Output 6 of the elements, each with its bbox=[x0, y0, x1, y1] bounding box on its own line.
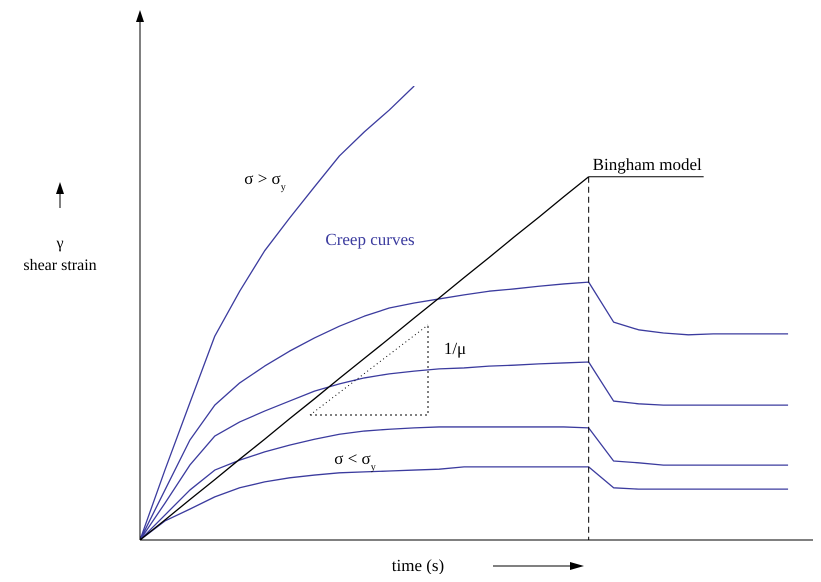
annotation: σ > σ$_{y}$ bbox=[244, 169, 286, 192]
annotation: Creep curves bbox=[325, 230, 415, 249]
series-label: Bingham model bbox=[592, 154, 702, 174]
y-axis-title: γ shear strain bbox=[23, 235, 97, 274]
annotation: 1/μ bbox=[444, 339, 466, 358]
annotation: σ < σ$_{y}$ bbox=[334, 449, 376, 472]
